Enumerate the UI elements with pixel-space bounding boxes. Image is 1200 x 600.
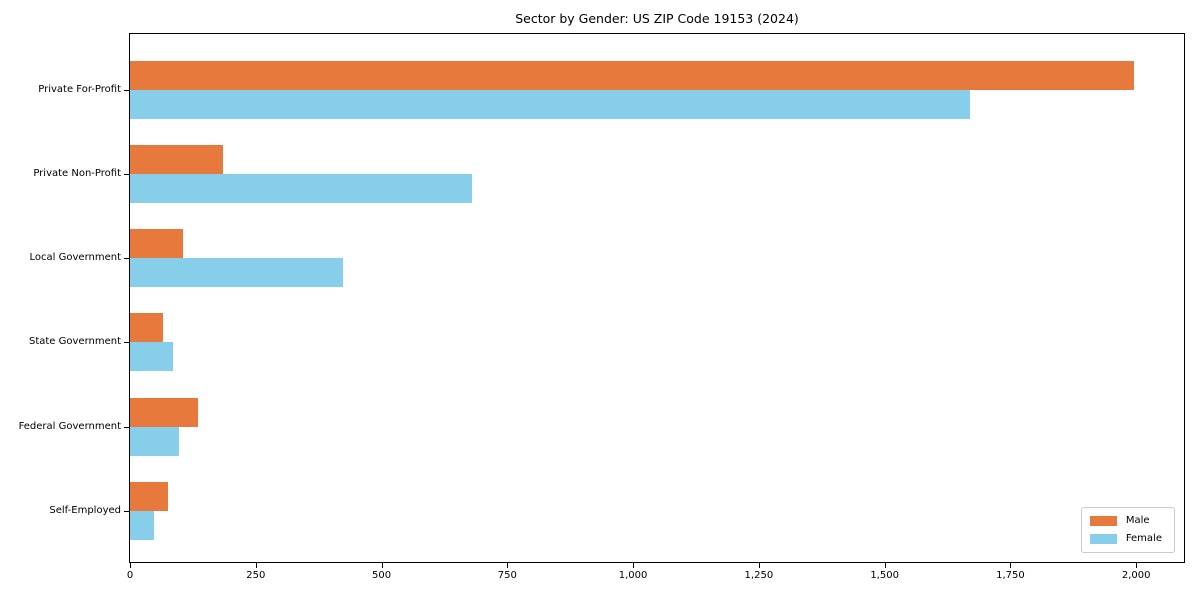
x-tick-label-250: 250 (246, 570, 266, 581)
x-tick-label-1000: 1,000 (618, 570, 648, 581)
bar-male-federal-government (130, 397, 198, 427)
x-tick-label-1250: 1,250 (744, 570, 774, 581)
legend-item-male: Male (1089, 515, 1162, 527)
bar-female-federal-government (130, 426, 180, 456)
legend-label-male: Male (1125, 515, 1150, 526)
x-tick-mark (255, 563, 257, 568)
bar-female-state-government (130, 342, 173, 372)
x-tick-mark (633, 563, 635, 568)
y-tick-label-private-non-profit: Private Non-Profit (33, 167, 121, 179)
x-tick-mark (1136, 563, 1138, 568)
x-tick-label-0: 0 (126, 570, 134, 581)
plot-area: Male Female (129, 33, 1185, 563)
y-tick-mark (124, 89, 129, 91)
bar-male-state-government (130, 313, 164, 343)
bar-female-local-government (130, 258, 344, 288)
bar-male-local-government (130, 229, 184, 259)
bar-male-private-non-profit (130, 144, 224, 174)
bar-male-self-employed (130, 482, 169, 511)
y-tick-label-local-government: Local Government (29, 252, 121, 264)
x-tick-mark (1010, 563, 1012, 568)
x-tick-mark (130, 563, 131, 568)
bar-female-private-non-profit (130, 173, 473, 203)
y-tick-mark (124, 173, 129, 175)
y-tick-mark (124, 426, 129, 428)
legend-label-female: Female (1125, 533, 1162, 544)
bar-female-self-employed (130, 511, 155, 540)
x-tick-mark (758, 563, 760, 568)
x-tick-label-2000: 2,000 (1121, 570, 1151, 581)
legend-swatch-male (1089, 516, 1117, 526)
y-tick-label-self-employed: Self-Employed (49, 505, 121, 516)
y-tick-label-state-government: State Government (28, 336, 121, 348)
x-tick-mark (884, 563, 886, 568)
y-tick-label-private-for-profit: Private For-Profit (38, 83, 121, 95)
y-tick-label-federal-government: Federal Government (18, 420, 121, 432)
y-tick-mark (124, 511, 129, 512)
chart-title: Sector by Gender: US ZIP Code 19153 (202… (515, 11, 799, 26)
x-tick-label-500: 500 (372, 570, 392, 581)
y-tick-mark (124, 342, 129, 344)
bar-female-private-for-profit (130, 89, 971, 119)
legend-item-female: Female (1089, 533, 1162, 545)
x-tick-label-1500: 1,500 (870, 570, 899, 581)
x-tick-mark (507, 563, 509, 568)
x-tick-mark (381, 563, 383, 568)
legend-swatch-female (1089, 534, 1117, 544)
y-tick-mark (124, 258, 129, 260)
legend: Male Female (1080, 507, 1175, 553)
x-tick-label-750: 750 (497, 570, 517, 581)
x-tick-label-1750: 1,750 (996, 570, 1025, 581)
bar-male-private-for-profit (130, 60, 1134, 90)
